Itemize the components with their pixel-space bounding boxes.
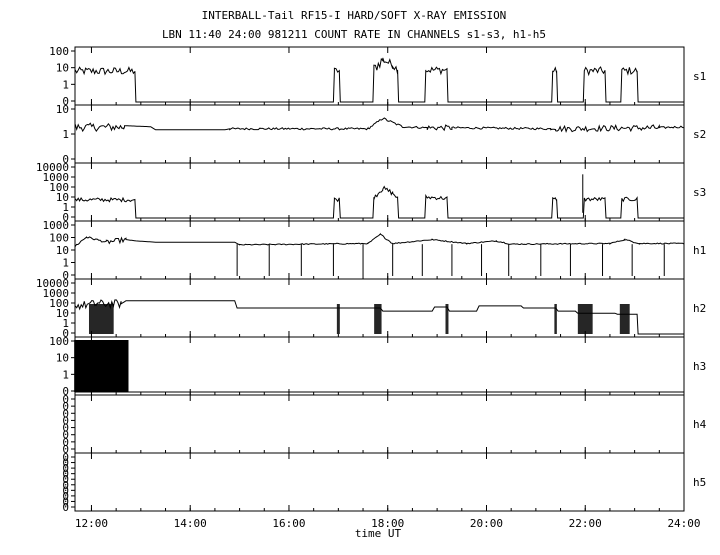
y-tick-label-h2: 100	[49, 297, 69, 310]
y-tick-label-h4: 0	[62, 422, 69, 435]
data-band-h2	[619, 304, 630, 334]
y-tick-label-s3: 10	[56, 191, 69, 204]
y-tick-label-h5: 0	[62, 457, 69, 470]
y-tick-label-h1: 1000	[43, 219, 70, 232]
y-tick-label-s1: 10	[56, 62, 69, 75]
x-tick-label: 14:00	[174, 517, 207, 530]
y-tick-label-s3: 0	[62, 211, 69, 224]
y-tick-label-h5: 0	[62, 462, 69, 475]
y-tick-label-h1: 10	[56, 244, 69, 257]
y-tick-label-s2: 10	[56, 103, 69, 116]
y-tick-label-h1: 0	[62, 269, 69, 282]
y-tick-label-h5: 0	[62, 495, 69, 508]
x-tick-label: 18:00	[371, 517, 404, 530]
y-tick-label-h5: 0	[62, 473, 69, 486]
y-tick-label-s2: 1	[62, 128, 69, 141]
y-tick-label-h4: 0	[62, 407, 69, 420]
y-tick-label-s2: 0	[62, 153, 69, 166]
y-tick-label-h5: 0	[62, 468, 69, 481]
panel-label-h1: h1	[693, 244, 706, 257]
data-band-h2	[374, 304, 382, 334]
y-tick-label-h3: 0	[62, 385, 69, 398]
panel-frame-h4	[74, 394, 685, 454]
panel-frame-h3	[74, 336, 685, 396]
panel-frame-s2	[74, 104, 685, 164]
y-tick-label-s3: 1	[62, 201, 69, 214]
data-band-h2	[445, 304, 449, 334]
panel-frame-s1	[74, 46, 685, 106]
y-tick-label-h4: 0	[62, 400, 69, 413]
x-tick-label: 22:00	[569, 517, 602, 530]
y-tick-label-h3: 10	[56, 352, 69, 365]
y-tick-label-h3: 100	[49, 335, 69, 348]
panel-label-s3: s3	[693, 186, 706, 199]
panel-label-s1: s1	[693, 70, 706, 83]
y-tick-label-h2: 0	[62, 327, 69, 340]
panel-frame-h5	[74, 452, 685, 512]
y-tick-label-h5: 0	[62, 479, 69, 492]
data-band-h2	[88, 304, 114, 334]
y-tick-label-s1: 1	[62, 78, 69, 91]
x-tick-label: 24:00	[667, 517, 700, 530]
panel-label-h5: h5	[693, 476, 706, 489]
y-tick-label-s3: 10000	[36, 161, 69, 174]
x-tick-label: 12:00	[75, 517, 108, 530]
y-tick-label-s3: 100	[49, 181, 69, 194]
y-tick-label-h4: 0	[62, 443, 69, 456]
data-block-h3	[74, 340, 129, 392]
y-tick-label-h1: 1	[62, 257, 69, 270]
y-tick-label-h2: 10000	[36, 277, 69, 290]
y-tick-label-h4: 0	[62, 393, 69, 406]
y-tick-label-h2: 1	[62, 317, 69, 330]
y-tick-label-h1: 100	[49, 232, 69, 245]
y-tick-label-s3: 1000	[43, 171, 70, 184]
data-band-h2	[336, 304, 340, 334]
y-tick-label-h4: 0	[62, 436, 69, 449]
series-line-h1	[74, 232, 685, 247]
y-tick-label-h2: 1000	[43, 287, 70, 300]
panel-frame-h1	[74, 220, 685, 280]
panels-group: 1001010s11010s21000010001001010s31000100…	[36, 45, 707, 530]
y-tick-label-h5: 0	[62, 490, 69, 503]
x-tick-label: 20:00	[470, 517, 503, 530]
y-tick-label-h2: 10	[56, 307, 69, 320]
y-tick-label-h5: 0	[62, 451, 69, 464]
x-tick-label: 16:00	[272, 517, 305, 530]
y-tick-label-h5: 0	[62, 484, 69, 497]
y-tick-label-h3: 1	[62, 368, 69, 381]
y-tick-label-h4: 0	[62, 429, 69, 442]
chart-subtitle: LBN 11:40 24:00 981211 COUNT RATE IN CHA…	[162, 28, 546, 41]
y-tick-label-h4: 0	[62, 414, 69, 427]
data-band-h2	[577, 304, 593, 334]
chart-title: INTERBALL-Tail RF15-I HARD/SOFT X-RAY EM…	[202, 9, 507, 22]
series-line-s3	[74, 185, 684, 219]
x-axis-label: time UT	[355, 527, 402, 540]
panel-label-h2: h2	[693, 302, 706, 315]
series-line-s1	[74, 57, 684, 103]
y-tick-label-s1: 100	[49, 45, 69, 58]
panel-label-s2: s2	[693, 128, 706, 141]
y-tick-label-h5: 0	[62, 501, 69, 514]
y-tick-label-s1: 0	[62, 95, 69, 108]
panel-label-h4: h4	[693, 418, 707, 431]
data-band-h2	[554, 304, 557, 334]
series-line-s2	[74, 117, 685, 133]
panel-label-h3: h3	[693, 360, 706, 373]
